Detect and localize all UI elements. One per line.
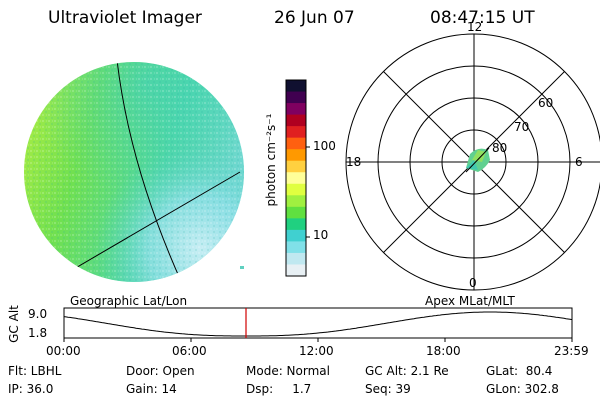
time-tick-1800: 18:00 [426,344,461,358]
colorbar-segment [286,172,306,185]
time-label: 08:47:15 UT [430,8,535,28]
colorbar-tick-10: 10 [313,228,329,242]
colorbar-segment [286,241,306,254]
colorbar-segment [286,218,306,231]
colorbar-segment [286,206,306,219]
altitude-axis-title: GC Alt [7,305,21,343]
colorbar-segment [286,80,306,93]
footer-filter: Flt: LBHL [8,364,62,378]
apex-label: Apex MLat/MLT [425,294,515,308]
altitude-ytick-max: 9.0 [28,307,48,321]
footer-glon: GLon: 302.8 [486,382,559,396]
colorbar-segment [286,126,306,139]
footer-gc-alt: GC Alt: 2.1 Re [365,364,449,378]
colorbar-segment [286,160,306,173]
mlt-label-6: 6 [575,155,583,169]
colorbar-segment [286,91,306,104]
footer-seq: Seq: 39 [365,382,411,396]
footer-ip: IP: 36.0 [8,382,54,396]
colorbar-segment [286,114,306,127]
intensity-colorbar [285,79,310,277]
time-tick-1200: 12:00 [299,344,334,358]
colorbar-frame [285,79,307,277]
geographic-label: Geographic Lat/Lon [70,294,188,308]
colorbar-segment [286,149,306,162]
mlt-label-12: 12 [467,20,483,34]
mlat-label-80: 80 [492,141,508,155]
polar-aurora-patch [465,147,490,173]
date-label: 26 Jun 07 [274,8,355,28]
colorbar-segment [286,103,306,116]
footer-door: Door: Open [126,364,195,378]
altitude-plot [63,307,573,342]
colorbar-segment [286,252,306,266]
mlt-label-0: 0 [469,276,477,290]
colorbar-segment [286,183,306,196]
colorbar-segment [286,264,306,277]
instrument-title: Ultraviolet Imager [48,8,202,28]
footer-dsp: Dsp: 1.7 [246,382,312,396]
colorbar-segment [286,229,306,243]
time-tick-2359: 23:59 [554,344,589,358]
altitude-ytick-min: 1.8 [28,326,48,340]
earth-image [24,62,244,282]
footer-glat: GLat: 80.4 [486,364,553,378]
time-tick-0000: 00:00 [46,344,81,358]
colorbar-segment [286,195,306,208]
footer-mode: Mode: Normal [246,364,330,378]
colorbar-unit-label: photon cm⁻²s⁻¹ [264,113,278,207]
time-tick-0600: 06:00 [172,344,207,358]
mlt-label-18: 18 [346,155,362,169]
colorbar-tick-100: 100 [313,139,336,153]
colorbar-segment [286,137,306,150]
mlat-label-70: 70 [514,120,530,134]
footer-gain: Gain: 14 [126,382,177,396]
mlat-label-60: 60 [538,96,554,110]
